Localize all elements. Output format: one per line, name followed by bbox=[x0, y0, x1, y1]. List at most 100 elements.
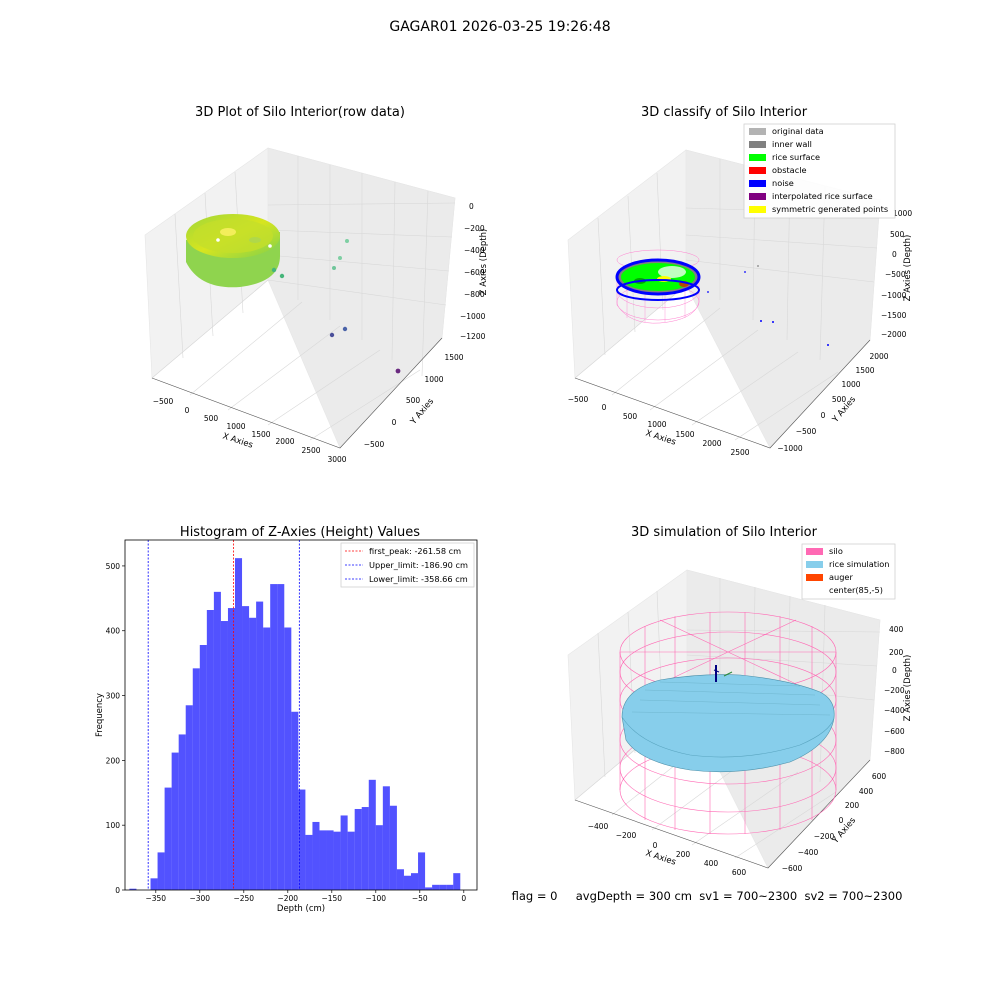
histogram-panel: Histogram of Z-Axies (Height) Values −35… bbox=[95, 525, 478, 914]
svg-text:1000: 1000 bbox=[424, 375, 443, 384]
svg-text:0: 0 bbox=[892, 666, 897, 675]
svg-text:−1500: −1500 bbox=[881, 311, 907, 320]
histogram-bar bbox=[312, 821, 320, 890]
histogram-bar bbox=[333, 831, 341, 890]
legend-entry-interpolated: interpolated rice surface bbox=[749, 191, 873, 201]
svg-text:2500: 2500 bbox=[301, 446, 320, 455]
sim-y-label: Y Axies bbox=[830, 815, 858, 846]
legend-entry-first-peak: first_peak: -261.58 cm bbox=[345, 546, 461, 556]
legend-entry-rice-surface: rice surface bbox=[749, 152, 820, 162]
histogram-bar bbox=[425, 887, 433, 890]
svg-text:rice surface: rice surface bbox=[772, 152, 820, 162]
histogram-bar bbox=[298, 789, 306, 890]
histogram-bar bbox=[157, 852, 165, 890]
svg-text:−1000: −1000 bbox=[777, 444, 803, 453]
histogram-bar bbox=[192, 668, 200, 890]
svg-text:obstacle: obstacle bbox=[772, 165, 807, 175]
svg-text:1000: 1000 bbox=[647, 420, 666, 429]
svg-text:2000: 2000 bbox=[275, 437, 294, 446]
svg-text:noise: noise bbox=[772, 178, 794, 188]
svg-text:0: 0 bbox=[892, 250, 897, 259]
svg-text:−600: −600 bbox=[782, 864, 803, 873]
histogram-bar bbox=[368, 779, 376, 890]
figure-suptitle: GAGAR01 2026-03-25 19:26:48 bbox=[389, 19, 610, 35]
svg-text:−400: −400 bbox=[798, 848, 819, 857]
svg-text:0: 0 bbox=[839, 816, 844, 825]
histogram-bar bbox=[164, 787, 172, 890]
classify-y-ticks: −1000 −500 0 500 1000 1500 2000 bbox=[777, 352, 888, 453]
sim-z-label: Z Axies (Depth) bbox=[903, 655, 913, 722]
histogram-frame bbox=[124, 539, 478, 891]
sim-y-ticks: −600 −400 −200 0 200 400 600 bbox=[782, 772, 887, 873]
svg-text:1500: 1500 bbox=[444, 353, 463, 362]
panel-classify-3d: 3D classify of Silo Interior −500 0 500 … bbox=[567, 105, 913, 457]
histogram-bar bbox=[326, 830, 334, 890]
histogram-y-tick-label: 400 bbox=[106, 627, 121, 636]
histogram-bar bbox=[171, 752, 179, 890]
classify-legend: original data inner wall rice surface ob… bbox=[743, 123, 896, 219]
svg-text:−500: −500 bbox=[568, 395, 589, 404]
classify-x-label: X Axies bbox=[644, 428, 677, 447]
histogram-y-tick-label: 200 bbox=[106, 756, 121, 765]
histogram-reference-lines bbox=[147, 540, 300, 890]
svg-text:Lower_limit: -358.66 cm: Lower_limit: -358.66 cm bbox=[369, 574, 468, 584]
legend-entry-inner-wall: inner wall bbox=[749, 139, 812, 149]
svg-text:inner wall: inner wall bbox=[772, 139, 812, 149]
legend-entry-rice-simulation: rice simulation bbox=[806, 559, 889, 569]
panel-simulation-3d-title: 3D simulation of Silo Interior bbox=[631, 525, 818, 540]
svg-text:−500: −500 bbox=[153, 397, 174, 406]
histogram-bar bbox=[340, 815, 348, 890]
histogram-bar bbox=[213, 591, 221, 890]
svg-text:−200: −200 bbox=[616, 831, 637, 840]
svg-text:−500: −500 bbox=[796, 427, 817, 436]
histogram-bar bbox=[382, 786, 390, 890]
histogram-bar bbox=[227, 608, 235, 890]
svg-text:500: 500 bbox=[623, 412, 638, 421]
svg-text:3000: 3000 bbox=[327, 455, 346, 464]
histogram-bar bbox=[305, 834, 313, 890]
svg-text:first_peak: -261.58 cm: first_peak: -261.58 cm bbox=[369, 546, 461, 556]
sim-z-ticks: 400 200 0 −200 −400 −600 −800 bbox=[884, 625, 905, 756]
svg-text:1000: 1000 bbox=[226, 422, 245, 431]
panel-raw-3d: 3D Plot of Silo Interior(row data) −500 bbox=[144, 105, 489, 464]
svg-text:−600: −600 bbox=[884, 727, 905, 736]
sim-x-label: X Axies bbox=[644, 848, 677, 867]
svg-text:0: 0 bbox=[602, 403, 607, 412]
histogram-bar bbox=[453, 873, 461, 890]
svg-text:500: 500 bbox=[406, 396, 421, 405]
panel-classify-3d-title: 3D classify of Silo Interior bbox=[641, 105, 808, 120]
histogram-bar bbox=[263, 627, 271, 890]
sim-legend: silo rice simulation auger center(85,-5) bbox=[801, 543, 896, 600]
classify-z-label: Z Axies (Depth) bbox=[903, 235, 913, 302]
raw-z-ticks: 0 −200 −400 −600 −800 −1000 −1200 bbox=[460, 202, 486, 341]
histogram-bar bbox=[277, 584, 285, 890]
histogram-y-tick-label: 0 bbox=[115, 886, 120, 895]
sim-rice-surface bbox=[621, 674, 835, 773]
raw-y-ticks: −500 0 500 1000 1500 bbox=[364, 353, 464, 449]
status-line: flag = 0 avgDepth = 300 cm sv1 = 700~230… bbox=[512, 889, 903, 903]
svg-text:−200: −200 bbox=[814, 832, 835, 841]
panel-raw-3d-title: 3D Plot of Silo Interior(row data) bbox=[195, 105, 405, 120]
histogram-bar bbox=[270, 584, 278, 890]
histogram-bar bbox=[150, 878, 158, 890]
legend-entry-center: center(85,-5) bbox=[829, 585, 883, 595]
svg-text:2500: 2500 bbox=[730, 448, 749, 457]
histogram-x-tick-label: −150 bbox=[321, 894, 342, 903]
svg-text:500: 500 bbox=[832, 395, 847, 404]
svg-text:rice simulation: rice simulation bbox=[829, 559, 889, 569]
histogram-x-tick-label: −250 bbox=[233, 894, 254, 903]
raw-z-label: Z Axies (Depth) bbox=[479, 229, 489, 296]
raw-x-label: X Axies bbox=[221, 431, 254, 450]
histogram-y-label: Frequency bbox=[95, 693, 105, 737]
histogram-bar bbox=[446, 884, 454, 890]
svg-text:−500: −500 bbox=[364, 440, 385, 449]
legend-entry-original-data: original data bbox=[749, 126, 824, 136]
histogram-bar bbox=[291, 711, 299, 890]
histogram-bar bbox=[256, 601, 264, 890]
svg-text:1500: 1500 bbox=[675, 430, 694, 439]
histogram-bar bbox=[284, 627, 292, 890]
svg-text:0: 0 bbox=[821, 411, 826, 420]
svg-text:200: 200 bbox=[845, 801, 860, 810]
svg-text:400: 400 bbox=[704, 859, 719, 868]
